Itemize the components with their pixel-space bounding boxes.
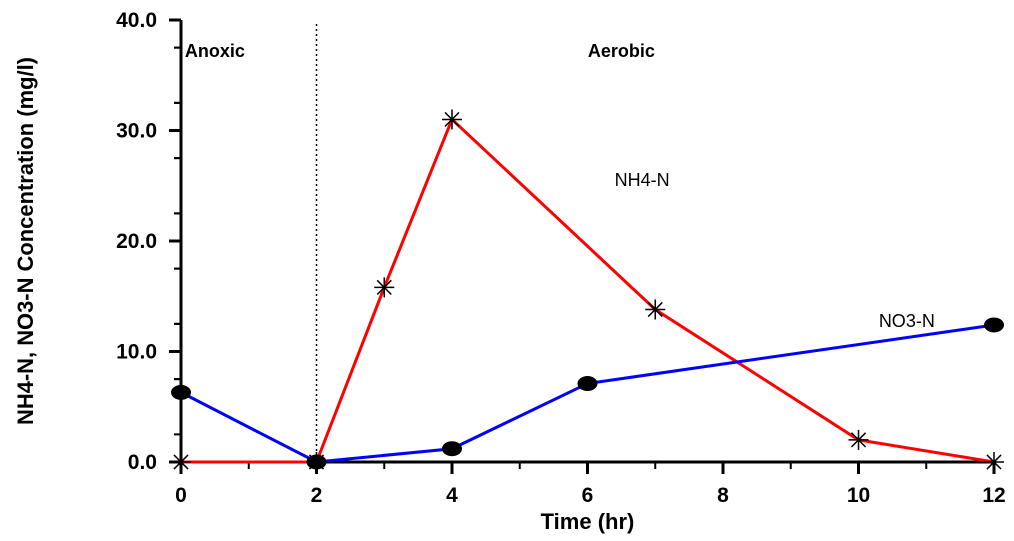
y-tick-label: 20.0 <box>116 230 157 253</box>
y-tick-label: 0.0 <box>128 451 157 474</box>
phase-label: Anoxic <box>185 41 245 61</box>
x-tick-label: 4 <box>446 484 458 507</box>
series-nh4-n <box>171 109 1004 472</box>
x-tick-label: 8 <box>717 484 729 507</box>
x-axis-title: Time (hr) <box>541 509 635 534</box>
axes: 0.0 10.0 20.0 30.0 40.0 0 2 4 6 8 10 12 <box>116 9 1006 507</box>
x-tick-label: 12 <box>982 484 1005 507</box>
x-tick-label: 0 <box>175 484 187 507</box>
asterisk-stroke <box>173 454 189 470</box>
y-axis-title: NH4-N, NO3-N Concentration (mg/l) <box>13 57 38 425</box>
data-point <box>645 299 666 320</box>
phase-label: Aerobic <box>588 41 655 61</box>
series-group <box>171 109 1004 472</box>
asterisk-stroke <box>647 301 663 318</box>
asterisk-stroke <box>986 454 1002 470</box>
phase-labels: Anoxic Aerobic <box>185 41 655 61</box>
data-point <box>848 429 869 450</box>
series-labels: NH4-N NO3-N <box>615 170 935 331</box>
y-tick-label: 40.0 <box>116 9 157 32</box>
data-point <box>984 452 1004 472</box>
y-tick-label: 30.0 <box>116 120 157 143</box>
series-label: NO3-N <box>879 311 935 331</box>
data-point <box>171 384 191 400</box>
data-point <box>171 452 191 472</box>
series-no3-n <box>171 317 1004 470</box>
data-point <box>442 441 462 457</box>
series-label: NH4-N <box>615 170 670 190</box>
data-point <box>374 277 395 298</box>
asterisk-stroke <box>376 279 392 296</box>
data-point <box>984 317 1004 333</box>
asterisk-stroke <box>444 111 460 128</box>
asterisk-stroke <box>850 432 867 448</box>
data-point <box>577 376 598 392</box>
series-line <box>181 116 995 464</box>
data-point <box>442 109 462 130</box>
x-tick-label: 10 <box>847 484 870 507</box>
data-point <box>306 454 327 470</box>
x-tick-label: 6 <box>582 484 594 507</box>
x-tick-label: 2 <box>311 484 323 507</box>
y-tick-label: 10.0 <box>116 341 157 364</box>
